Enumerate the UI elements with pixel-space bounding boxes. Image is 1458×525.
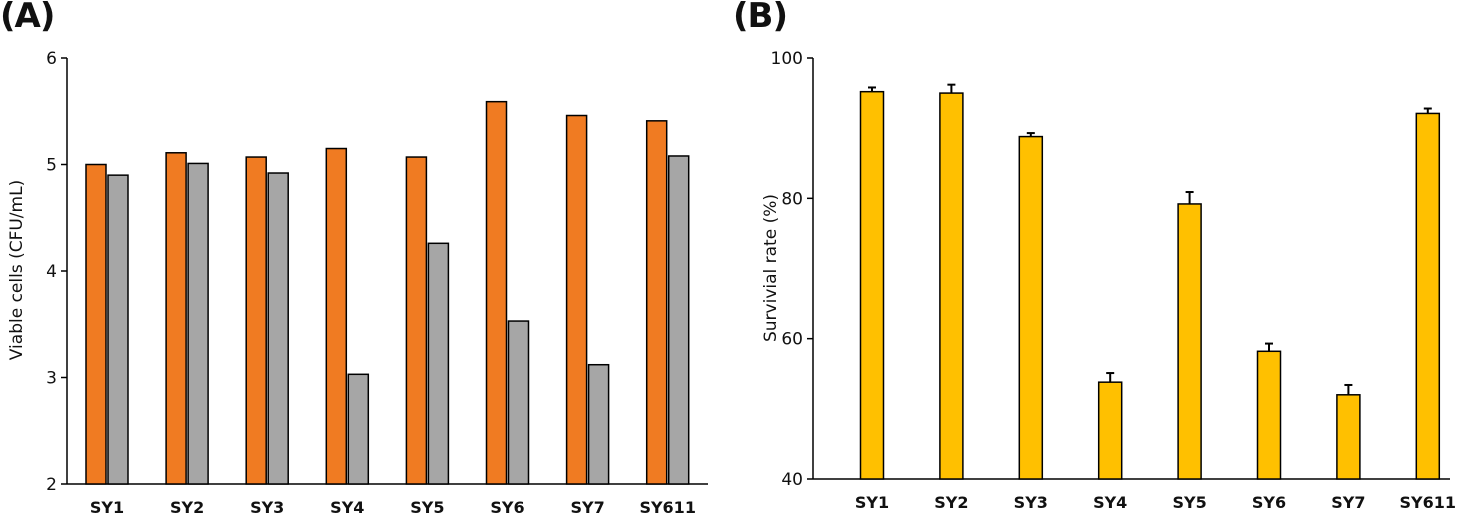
y-tick-label: 80 (781, 189, 803, 209)
bar-sy4-series-2 (347, 373, 370, 485)
bar-sy7-survival (1336, 394, 1361, 480)
bar-sy5-series-1 (405, 156, 428, 485)
bar-sy4-survival (1097, 381, 1123, 480)
bar-sy611-survival (1415, 112, 1441, 480)
y-tick-label: 40 (781, 470, 803, 490)
bar-sy7-series-2 (587, 363, 610, 485)
y-tick-label: 4 (46, 262, 57, 282)
bar-sy1-series-2 (107, 174, 129, 485)
x-tick-label: SY3 (1014, 493, 1048, 512)
bar-sy6-survival (1256, 350, 1282, 480)
bar-sy3-series-1 (245, 156, 267, 485)
panel-b-label: (B) (733, 0, 788, 36)
y-tick-label: 6 (46, 49, 57, 69)
x-tick-label: SY4 (330, 498, 364, 517)
bar-sy611-series-2 (667, 155, 690, 485)
x-tick-label: SY4 (1093, 493, 1127, 512)
x-tick-label: SY2 (934, 493, 968, 512)
x-tick-label: SY611 (1400, 493, 1457, 512)
bar-sy2-series-1 (165, 152, 187, 485)
chart-b: 40 60 80 100 Survivial rate (%) SY1 SY2 SY3 SY4 S… (761, 49, 1456, 512)
y-tick-label: 60 (781, 330, 803, 350)
x-tick-label: SY5 (410, 498, 444, 517)
x-tick-label: SY7 (1331, 493, 1365, 512)
bar-sy7-series-1 (565, 114, 588, 485)
x-tick-label: SY5 (1172, 493, 1206, 512)
bar-sy2-series-2 (187, 162, 209, 485)
x-tick-label: SY6 (1252, 493, 1286, 512)
panel-a-label: (A) (0, 0, 55, 36)
y-tick-label: 5 (46, 156, 57, 176)
bar-sy5-survival (1177, 203, 1202, 480)
y-tick-label: 100 (771, 49, 803, 69)
bar-sy6-series-1 (485, 100, 508, 485)
x-tick-label: SY1 (855, 493, 889, 512)
bar-sy5-series-2 (427, 242, 450, 485)
bar-sy611-series-1 (645, 120, 668, 485)
y-axis-label: Viable cells (CFU/mL) (7, 180, 27, 360)
x-tick-label: SY611 (639, 498, 696, 517)
y-axis-label: Survivial rate (%) (761, 194, 781, 342)
bar-sy2-survival (939, 92, 964, 480)
x-tick-label: SY7 (570, 498, 604, 517)
bar-sy6-series-2 (507, 320, 530, 485)
x-tick-label: SY1 (90, 498, 124, 517)
chart-a: 2 3 4 5 6 Viable cells (CFU/mL) SY1 SY2 SY3 SY4 SY… (7, 49, 708, 517)
bar-sy3-survival (1018, 135, 1044, 480)
bar-sy3-series-2 (267, 172, 289, 485)
bar-sy4-series-1 (325, 147, 348, 485)
x-tick-label: SY3 (250, 498, 284, 517)
y-tick-label: 2 (46, 475, 57, 495)
bar-sy1-series-1 (85, 163, 107, 485)
bar-sy1-survival (859, 90, 885, 480)
y-tick-label: 3 (46, 369, 57, 389)
x-tick-label: SY2 (170, 498, 204, 517)
x-tick-label: SY6 (490, 498, 524, 517)
